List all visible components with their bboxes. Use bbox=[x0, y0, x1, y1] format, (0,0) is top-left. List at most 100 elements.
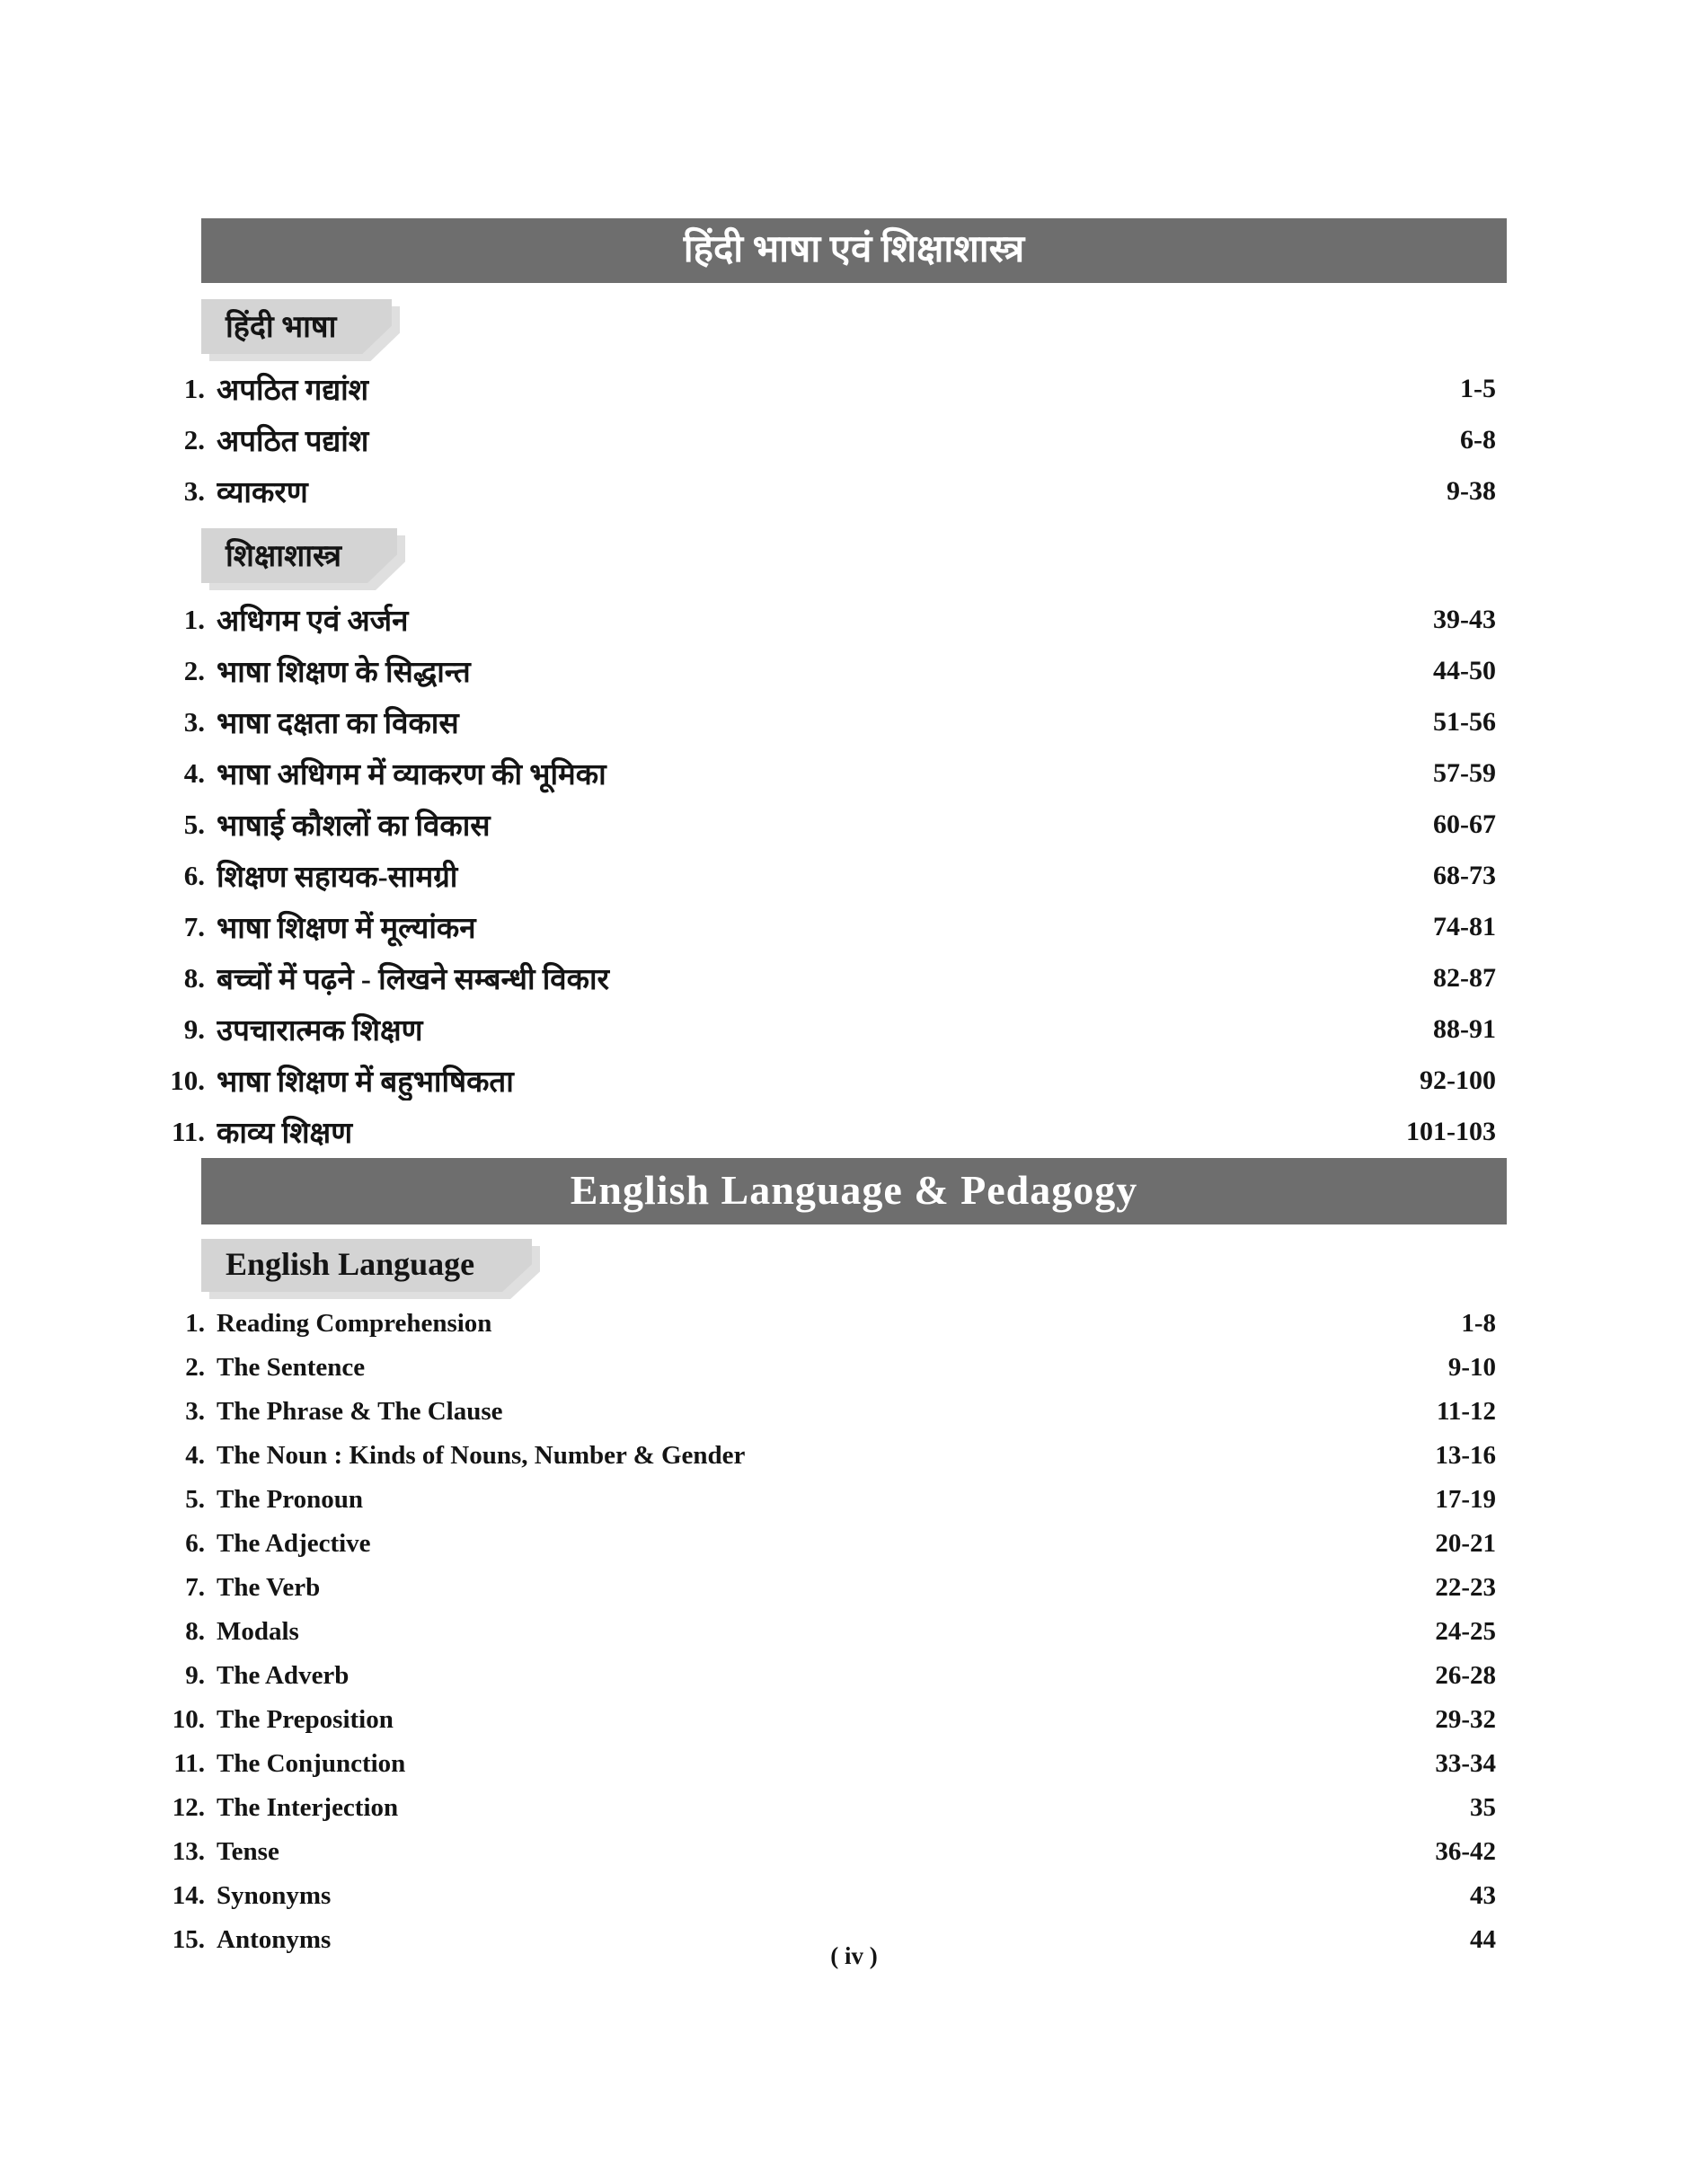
toc-list-shikshashastra: 1. अधिगम एवं अर्जन 39-43 2. भाषा शिक्षण के स… bbox=[153, 594, 1507, 1157]
item-title: काव्य शिक्षण bbox=[217, 1118, 353, 1150]
item-pages: 68-73 bbox=[1433, 860, 1496, 890]
item-pages: 57-59 bbox=[1433, 757, 1496, 788]
item-title: अपठित पद्यांश bbox=[217, 426, 369, 458]
toc-row: 2. The Sentence 9-10 bbox=[153, 1346, 1496, 1390]
item-number: 4. bbox=[183, 756, 205, 789]
item-pages: 17-19 bbox=[1435, 1485, 1496, 1514]
item-pages: 44-50 bbox=[1433, 655, 1496, 685]
item-pages: 92-100 bbox=[1420, 1065, 1496, 1095]
item-title: The Pronoun bbox=[217, 1485, 364, 1514]
item-title: भाषा शिक्षण के सिद्धान्त bbox=[217, 657, 471, 689]
item-number: 7. bbox=[185, 1573, 205, 1602]
toc-list-hindi-bhasha: 1. अपठित गद्यांश 1-5 2. अपठित पद्यांश 6-8 3. व्… bbox=[153, 363, 1507, 517]
item-pages: 26-28 bbox=[1435, 1661, 1496, 1690]
item-pages: 13-16 bbox=[1435, 1441, 1496, 1470]
item-title: The Noun : Kinds of Nouns, Number & Gend… bbox=[217, 1441, 746, 1470]
toc-row: 10. भाषा शिक्षण में बहुभाषिकता 92-100 bbox=[153, 1055, 1496, 1106]
item-number: 13. bbox=[172, 1837, 205, 1866]
item-pages: 1-8 bbox=[1461, 1309, 1496, 1338]
item-number: 15. bbox=[172, 1925, 205, 1954]
subsection-tab-label: शिक्षाशास्त्र bbox=[201, 528, 397, 583]
item-title: The Conjunction bbox=[217, 1749, 406, 1778]
item-title: Antonyms bbox=[217, 1925, 332, 1954]
item-pages: 33-34 bbox=[1435, 1749, 1496, 1778]
item-number: 5. bbox=[183, 808, 205, 840]
item-number: 11. bbox=[173, 1749, 205, 1778]
toc-row: 7. The Verb 22-23 bbox=[153, 1566, 1496, 1610]
item-number: 4. bbox=[185, 1441, 205, 1470]
toc-row: 4. The Noun : Kinds of Nouns, Number & Ge… bbox=[153, 1434, 1496, 1478]
toc-row: 13. Tense 36-42 bbox=[153, 1830, 1496, 1874]
item-title: भाषा दक्षता का विकास bbox=[217, 708, 459, 740]
item-pages: 60-67 bbox=[1433, 809, 1496, 839]
item-title: Tense bbox=[217, 1837, 279, 1866]
item-number: 2. bbox=[185, 1353, 205, 1382]
item-number: 9. bbox=[183, 1012, 205, 1045]
item-pages: 36-42 bbox=[1435, 1837, 1496, 1866]
item-pages: 35 bbox=[1470, 1793, 1496, 1822]
item-number: 8. bbox=[183, 961, 205, 994]
item-title: Modals bbox=[217, 1617, 299, 1646]
toc-row: 1. अपठित गद्यांश 1-5 bbox=[153, 363, 1496, 414]
toc-row: 15. Antonyms 44 bbox=[153, 1918, 1496, 1962]
section-banner-english: English Language & Pedagogy bbox=[201, 1158, 1507, 1224]
toc-row: 1. Reading Comprehension 1-8 bbox=[153, 1302, 1496, 1346]
toc-row: 6. The Adjective 20-21 bbox=[153, 1522, 1496, 1566]
item-title: The Adverb bbox=[217, 1661, 350, 1690]
item-pages: 20-21 bbox=[1435, 1529, 1496, 1558]
item-title: उपचारात्मक शिक्षण bbox=[217, 1015, 423, 1048]
item-pages: 44 bbox=[1470, 1925, 1496, 1954]
item-pages: 29-32 bbox=[1435, 1705, 1496, 1734]
subsection-tab-english-language: English Language bbox=[201, 1239, 532, 1292]
toc-row: 8. बच्चों में पढ़ने - लिखने सम्बन्धी विका… bbox=[153, 952, 1496, 1003]
item-title: अपठित गद्यांश bbox=[217, 375, 369, 407]
toc-row: 7. भाषा शिक्षण में मूल्यांकन 74-81 bbox=[153, 901, 1496, 952]
item-pages: 24-25 bbox=[1435, 1617, 1496, 1646]
toc-row: 4. भाषा अधिगम में व्याकरण की भूमिका 57-59 bbox=[153, 747, 1496, 799]
toc-page: हिंदी भाषा एवं शिक्षाशास्त्र हिंदी भाषा … bbox=[153, 0, 1507, 1962]
item-title: भाषाई कौशलों का विकास bbox=[217, 810, 491, 843]
toc-row: 3. व्याकरण 9-38 bbox=[153, 465, 1496, 517]
item-pages: 11-12 bbox=[1436, 1397, 1496, 1426]
toc-row: 14. Synonyms 43 bbox=[153, 1874, 1496, 1918]
toc-row: 11. The Conjunction 33-34 bbox=[153, 1742, 1496, 1786]
item-pages: 6-8 bbox=[1460, 424, 1496, 455]
item-number: 1. bbox=[183, 603, 205, 635]
item-pages: 51-56 bbox=[1433, 706, 1496, 737]
toc-row: 10. The Preposition 29-32 bbox=[153, 1698, 1496, 1742]
item-title: The Interjection bbox=[217, 1793, 399, 1822]
item-title: शिक्षण सहायक-सामग्री bbox=[217, 862, 458, 894]
item-pages: 1-5 bbox=[1460, 373, 1496, 403]
item-title: भाषा शिक्षण में मूल्यांकन bbox=[217, 913, 476, 945]
item-number: 6. bbox=[185, 1529, 205, 1558]
toc-row: 2. भाषा शिक्षण के सिद्धान्त 44-50 bbox=[153, 645, 1496, 696]
item-number: 3. bbox=[185, 1397, 205, 1426]
toc-row: 3. The Phrase & The Clause 11-12 bbox=[153, 1390, 1496, 1434]
item-title: Synonyms bbox=[217, 1881, 332, 1910]
toc-row: 12. The Interjection 35 bbox=[153, 1786, 1496, 1830]
item-title: The Sentence bbox=[217, 1353, 366, 1382]
item-pages: 9-10 bbox=[1447, 1353, 1496, 1382]
item-pages: 43 bbox=[1470, 1881, 1496, 1910]
toc-row: 6. शिक्षण सहायक-सामग्री 68-73 bbox=[153, 850, 1496, 901]
item-number: 7. bbox=[183, 910, 205, 942]
toc-row: 3. भाषा दक्षता का विकास 51-56 bbox=[153, 696, 1496, 747]
item-number: 12. bbox=[172, 1793, 205, 1822]
item-number: 8. bbox=[185, 1617, 205, 1646]
subsection-tab-label: English Language bbox=[201, 1239, 532, 1292]
toc-list-english-language: 1. Reading Comprehension 1-8 2. The Sentence… bbox=[153, 1302, 1507, 1962]
section-banner-hindi: हिंदी भाषा एवं शिक्षाशास्त्र bbox=[201, 218, 1507, 283]
item-number: 1. bbox=[183, 372, 205, 404]
item-number: 3. bbox=[183, 705, 205, 738]
item-number: 6. bbox=[183, 859, 205, 891]
item-number: 10. bbox=[170, 1064, 205, 1096]
item-number: 1. bbox=[185, 1309, 205, 1338]
item-title: व्याकरण bbox=[217, 477, 308, 509]
item-pages: 22-23 bbox=[1435, 1573, 1496, 1602]
item-title: The Phrase & The Clause bbox=[217, 1397, 503, 1426]
item-title: भाषा शिक्षण में बहुभाषिकता bbox=[217, 1066, 514, 1099]
item-number: 3. bbox=[183, 474, 205, 507]
item-pages: 82-87 bbox=[1433, 962, 1496, 993]
toc-row: 1. अधिगम एवं अर्जन 39-43 bbox=[153, 594, 1496, 645]
toc-row: 5. The Pronoun 17-19 bbox=[153, 1478, 1496, 1522]
